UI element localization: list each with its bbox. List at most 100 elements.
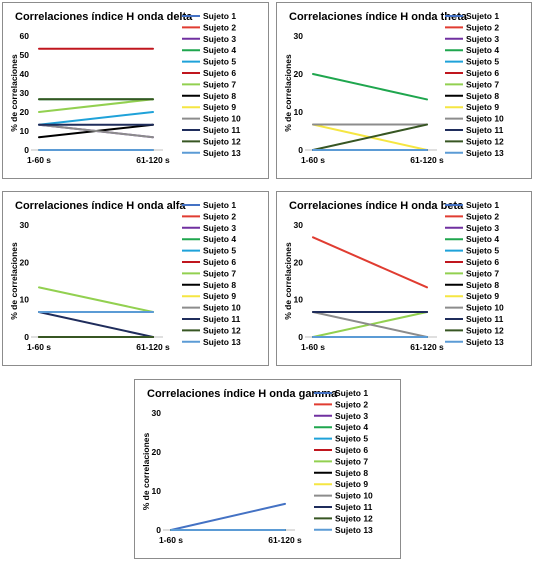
chart-panel-theta: Correlaciones índice H onda theta % de co…: [276, 2, 532, 179]
legend-entry-sujeto-1: Sujeto 1: [203, 11, 236, 21]
y-tick-label: 30: [20, 88, 30, 98]
legend-entry-sujeto-9: Sujeto 9: [203, 291, 236, 301]
legend-entry-sujeto-11: Sujeto 11: [203, 125, 241, 135]
x-tick-label: 61-120 s: [410, 155, 444, 165]
y-tick-label: 20: [294, 257, 304, 267]
y-axis-label: % de correlaciones: [283, 54, 293, 132]
x-tick-label: 61-120 s: [136, 155, 170, 165]
chart-correlaciones-ndice-h-onda-theta: Correlaciones índice H onda theta % de co…: [283, 11, 504, 165]
legend-entry-sujeto-12: Sujeto 12: [203, 136, 241, 146]
legend-entry-sujeto-2: Sujeto 2: [466, 22, 499, 32]
y-tick-label: 10: [152, 486, 162, 496]
y-tick-label: 0: [24, 145, 29, 155]
x-tick-label: 1-60 s: [159, 535, 183, 545]
chart-panel-gamma: Correlaciones índice H onda gamma % de co…: [134, 379, 401, 559]
legend-entry-sujeto-6: Sujeto 6: [466, 257, 499, 267]
legend-entry-sujeto-10: Sujeto 10: [203, 303, 241, 313]
legend-entry-sujeto-8: Sujeto 8: [466, 91, 499, 101]
chart-title: Correlaciones índice H onda gamma: [147, 388, 338, 400]
series-line-sujeto-1: [170, 502, 286, 531]
x-tick-label: 1-60 s: [27, 155, 51, 165]
legend-entry-sujeto-2: Sujeto 2: [203, 211, 236, 221]
y-tick-label: 10: [294, 107, 304, 117]
legend-entry-sujeto-9: Sujeto 9: [466, 102, 499, 112]
legend-entry-sujeto-7: Sujeto 7: [466, 79, 499, 89]
chart-correlaciones-ndice-h-onda-alfa: Correlaciones índice H onda alfa % de cor…: [9, 200, 241, 352]
legend-entry-sujeto-4: Sujeto 4: [466, 234, 499, 244]
y-tick-label: 10: [20, 295, 30, 305]
legend-entry-sujeto-13: Sujeto 13: [466, 337, 504, 347]
legend-entry-sujeto-12: Sujeto 12: [335, 513, 373, 523]
legend-entry-sujeto-4: Sujeto 4: [335, 422, 368, 432]
chart-title: Correlaciones índice H onda beta: [289, 200, 464, 212]
legend-entry-sujeto-11: Sujeto 11: [335, 502, 373, 512]
legend-entry-sujeto-13: Sujeto 13: [335, 525, 373, 535]
y-tick-label: 10: [20, 126, 30, 136]
y-tick-label: 0: [298, 145, 303, 155]
chart-panel-alfa: Correlaciones índice H onda alfa % de cor…: [2, 191, 269, 366]
legend-entry-sujeto-7: Sujeto 7: [203, 79, 236, 89]
series-line-sujeto-10: [38, 123, 154, 139]
legend-entry-sujeto-1: Sujeto 1: [466, 11, 499, 21]
chart-correlaciones-ndice-h-onda-delta: Correlaciones índice H onda delta % de co…: [9, 11, 241, 165]
y-tick-label: 0: [298, 332, 303, 342]
legend-entry-sujeto-12: Sujeto 12: [466, 136, 504, 146]
legend-entry-sujeto-5: Sujeto 5: [466, 57, 499, 67]
x-tick-label: 1-60 s: [301, 155, 325, 165]
legend-entry-sujeto-9: Sujeto 9: [466, 291, 499, 301]
legend-entry-sujeto-6: Sujeto 6: [203, 257, 236, 267]
legend-entry-sujeto-11: Sujeto 11: [203, 314, 241, 324]
y-tick-label: 20: [20, 107, 30, 117]
legend-entry-sujeto-12: Sujeto 12: [466, 325, 504, 335]
legend-entry-sujeto-7: Sujeto 7: [466, 268, 499, 278]
legend-entry-sujeto-7: Sujeto 7: [335, 456, 368, 466]
chart-panel-delta: Correlaciones índice H onda delta % de co…: [2, 2, 269, 179]
legend-entry-sujeto-8: Sujeto 8: [203, 91, 236, 101]
y-axis-label: % de correlaciones: [9, 54, 19, 132]
legend-entry-sujeto-8: Sujeto 8: [203, 280, 236, 290]
legend-entry-sujeto-5: Sujeto 5: [203, 57, 236, 67]
y-axis-label: % de correlaciones: [283, 242, 293, 320]
x-tick-label: 61-120 s: [410, 342, 444, 352]
legend-entry-sujeto-12: Sujeto 12: [203, 325, 241, 335]
series-line-sujeto-7: [38, 286, 154, 313]
legend-entry-sujeto-1: Sujeto 1: [466, 200, 499, 210]
series-line-sujeto-5: [38, 111, 154, 126]
x-tick-label: 61-120 s: [136, 342, 170, 352]
y-tick-label: 40: [20, 69, 30, 79]
chart-title: Correlaciones índice H onda theta: [289, 11, 468, 23]
series-line-sujeto-12: [312, 123, 428, 151]
y-axis-label: % de correlaciones: [141, 432, 151, 510]
legend-entry-sujeto-3: Sujeto 3: [466, 223, 499, 233]
legend-entry-sujeto-2: Sujeto 2: [203, 22, 236, 32]
series-line-sujeto-4: [312, 73, 428, 101]
y-axis-label: % de correlaciones: [9, 242, 19, 320]
y-tick-label: 20: [20, 257, 30, 267]
legend-entry-sujeto-10: Sujeto 10: [466, 114, 504, 124]
legend-entry-sujeto-1: Sujeto 1: [335, 388, 368, 398]
series-line-sujeto-2: [312, 236, 428, 289]
x-tick-label: 1-60 s: [301, 342, 325, 352]
legend-entry-sujeto-4: Sujeto 4: [203, 234, 236, 244]
y-tick-label: 60: [20, 31, 30, 41]
chart-panel-beta: Correlaciones índice H onda beta % de cor…: [276, 191, 532, 366]
legend-entry-sujeto-10: Sujeto 10: [466, 303, 504, 313]
legend-entry-sujeto-6: Sujeto 6: [203, 68, 236, 78]
chart-correlaciones-ndice-h-onda-beta: Correlaciones índice H onda beta % de cor…: [283, 200, 504, 352]
legend-entry-sujeto-11: Sujeto 11: [466, 314, 504, 324]
legend-entry-sujeto-2: Sujeto 2: [466, 211, 499, 221]
legend-entry-sujeto-3: Sujeto 3: [466, 34, 499, 44]
x-tick-label: 61-120 s: [268, 535, 302, 545]
legend-entry-sujeto-6: Sujeto 6: [466, 68, 499, 78]
y-tick-label: 0: [156, 525, 161, 535]
legend-entry-sujeto-13: Sujeto 13: [203, 337, 241, 347]
legend-entry-sujeto-3: Sujeto 3: [335, 411, 368, 421]
legend-entry-sujeto-9: Sujeto 9: [203, 102, 236, 112]
y-tick-label: 30: [20, 220, 30, 230]
legend-entry-sujeto-2: Sujeto 2: [335, 399, 368, 409]
legend-entry-sujeto-5: Sujeto 5: [335, 434, 368, 444]
legend-entry-sujeto-4: Sujeto 4: [466, 45, 499, 55]
y-tick-label: 20: [294, 69, 304, 79]
legend-entry-sujeto-8: Sujeto 8: [335, 468, 368, 478]
legend-entry-sujeto-10: Sujeto 10: [335, 491, 373, 501]
